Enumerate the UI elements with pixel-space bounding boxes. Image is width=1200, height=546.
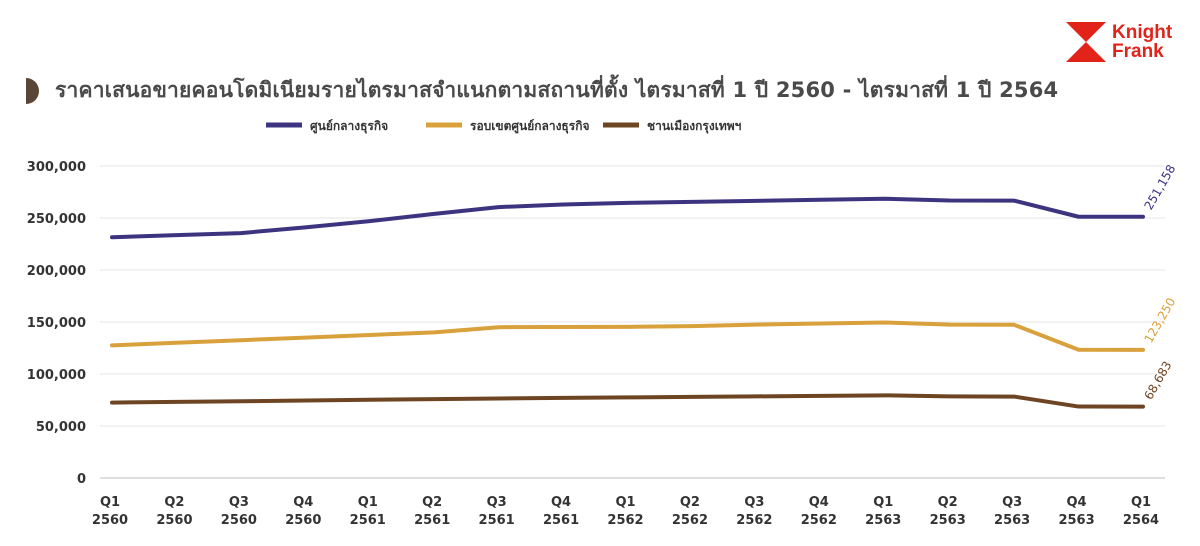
logo-text: Knight Frank — [1112, 23, 1172, 61]
chart-title: ราคาเสนอขายคอนโดมิเนียมรายไตรมาสจำแนกตาม… — [55, 78, 1059, 102]
x-tick-year: 2563 — [1058, 513, 1094, 528]
x-tick-year: 2564 — [1123, 513, 1159, 528]
x-tick-year: 2562 — [801, 513, 837, 528]
series-line-2 — [110, 320, 1145, 352]
y-tick-label: 300,000 — [27, 160, 86, 175]
x-tick-quarter: Q4 — [809, 495, 829, 510]
logo-line-2: Frank — [1112, 41, 1164, 62]
y-tick-label: 100,000 — [27, 368, 86, 383]
end-value-label: 251,158 — [1141, 162, 1178, 212]
y-tick-label: 0 — [77, 472, 86, 487]
series-line-1 — [110, 196, 1145, 240]
x-axis: Q1 2560 Q2 2560 Q3 2560 Q4 2560 Q1 2561 Q2 2561 Q3 25… — [92, 495, 1159, 528]
knight-frank-logo: Knight Frank — [1066, 22, 1172, 62]
y-tick-label: 50,000 — [36, 420, 86, 435]
y-axis: 0 50,000 100,000 150,000 200,000 250,000 300,0… — [27, 160, 86, 487]
x-tick-quarter: Q2 — [422, 495, 442, 510]
y-tick-label: 150,000 — [27, 316, 86, 331]
logo-line-1: Knight — [1112, 22, 1173, 43]
y-tick-label: 200,000 — [27, 264, 86, 279]
x-tick-quarter: Q4 — [1067, 495, 1087, 510]
legend-label: รอบเขตศูนย์กลางธุรกิจ — [470, 119, 590, 134]
title-row: ราคาเสนอขายคอนโดมิเนียมรายไตรมาสจำแนกตาม… — [26, 74, 1058, 107]
x-tick-quarter: Q3 — [1002, 495, 1022, 510]
knight-frank-logo-icon — [1066, 22, 1106, 62]
x-tick-quarter: Q2 — [938, 495, 958, 510]
x-tick-quarter: Q3 — [229, 495, 249, 510]
x-tick-year: 2560 — [92, 513, 128, 528]
x-tick-year: 2560 — [285, 513, 321, 528]
x-tick-year: 2561 — [479, 513, 515, 528]
legend-label: ศูนย์กลางธุรกิจ — [310, 119, 388, 134]
x-tick-year: 2560 — [221, 513, 257, 528]
gridlines — [100, 165, 1165, 479]
x-tick-quarter: Q1 — [358, 495, 378, 510]
x-tick-year: 2563 — [994, 513, 1030, 528]
x-tick-year: 2560 — [156, 513, 192, 528]
x-tick-quarter: Q4 — [551, 495, 571, 510]
x-tick-year: 2563 — [865, 513, 901, 528]
x-tick-quarter: Q4 — [293, 495, 313, 510]
x-tick-quarter: Q1 — [1131, 495, 1151, 510]
x-tick-quarter: Q1 — [615, 495, 635, 510]
series-line-3 — [110, 393, 1145, 409]
x-tick-quarter: Q3 — [744, 495, 764, 510]
x-tick-quarter: Q1 — [873, 495, 893, 510]
x-tick-year: 2562 — [672, 513, 708, 528]
half-circle-icon — [26, 77, 39, 104]
x-tick-year: 2563 — [930, 513, 966, 528]
y-tick-label: 250,000 — [27, 212, 86, 227]
x-tick-year: 2561 — [543, 513, 579, 528]
series-layer: 251,158 123,250 68,683 — [110, 162, 1178, 409]
x-tick-quarter: Q2 — [164, 495, 184, 510]
x-tick-year: 2561 — [414, 513, 450, 528]
end-value-label: 68,683 — [1141, 359, 1174, 402]
legend-label: ชานเมืองกรุงเทพฯ — [647, 119, 742, 134]
x-tick-year: 2562 — [736, 513, 772, 528]
end-value-label: 123,250 — [1141, 295, 1178, 345]
x-tick-year: 2561 — [350, 513, 386, 528]
x-tick-quarter: Q1 — [100, 495, 120, 510]
legend: ศูนย์กลางธุรกิจ รอบเขตศูนย์กลางธุรกิจ ชานเ… — [266, 119, 742, 134]
x-tick-quarter: Q2 — [680, 495, 700, 510]
x-tick-quarter: Q3 — [487, 495, 507, 510]
x-tick-year: 2562 — [607, 513, 643, 528]
